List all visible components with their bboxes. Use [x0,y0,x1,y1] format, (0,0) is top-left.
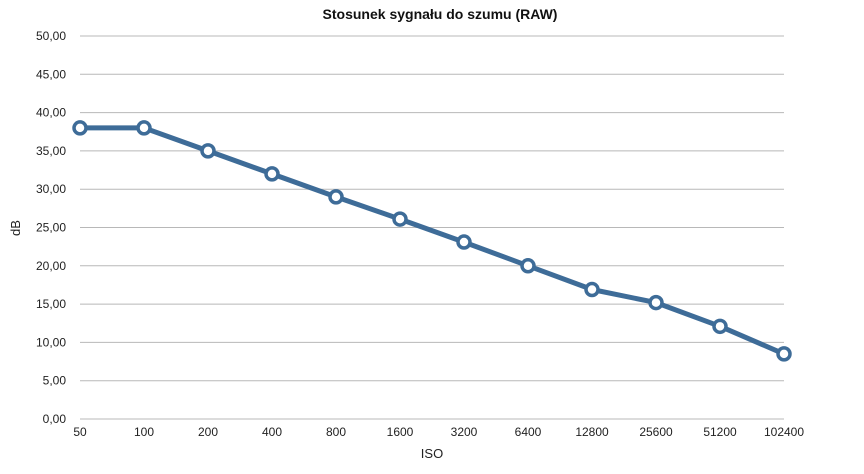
y-tick-label: 50,00 [36,29,66,43]
y-tick-label: 15,00 [36,297,66,311]
y-tick-label: 20,00 [36,259,66,273]
y-tick-label: 10,00 [36,335,66,349]
data-point [72,120,88,136]
x-tick-label: 25600 [639,425,673,439]
data-point [776,346,792,362]
data-point [520,258,536,274]
y-tick-label: 5,00 [43,374,67,388]
x-tick-label: 1600 [387,425,414,439]
x-tick-label: 800 [326,425,346,439]
data-point [456,234,472,250]
data-point [648,294,664,311]
y-tick-label: 30,00 [36,182,66,196]
data-points [72,120,792,362]
y-tick-labels: 0,00 5,00 10,00 15,00 20,00 25,00 30,00 35,00 40… [36,29,66,426]
chart-title: Stosunek sygnału do szumu (RAW) [323,6,558,22]
y-axis-label: dB [8,220,23,236]
x-tick-label: 6400 [515,425,542,439]
x-tick-label: 51200 [703,425,737,439]
x-tick-labels: 50 100 200 400 800 1600 3200 6400 12800 25600 5120… [73,425,804,439]
x-tick-label: 50 [73,425,87,439]
data-point [264,166,280,182]
x-tick-label: 12800 [575,425,609,439]
x-tick-label: 102400 [764,425,804,439]
y-tick-label: 40,00 [36,106,66,120]
data-point [200,143,216,159]
series-line [77,125,787,357]
y-tick-label: 0,00 [43,412,67,426]
data-point [712,318,728,335]
y-tick-label: 35,00 [36,144,66,158]
data-point [136,120,152,136]
x-axis-label: ISO [421,446,443,461]
gridlines [80,35,784,420]
x-tick-label: 400 [262,425,282,439]
x-tick-label: 100 [134,425,154,439]
x-tick-label: 3200 [451,425,478,439]
y-tick-label: 25,00 [36,221,66,235]
y-tick-label: 45,00 [36,67,66,81]
data-point [392,211,408,227]
x-tick-label: 200 [198,425,218,439]
data-point [584,281,600,298]
data-point [328,189,344,205]
